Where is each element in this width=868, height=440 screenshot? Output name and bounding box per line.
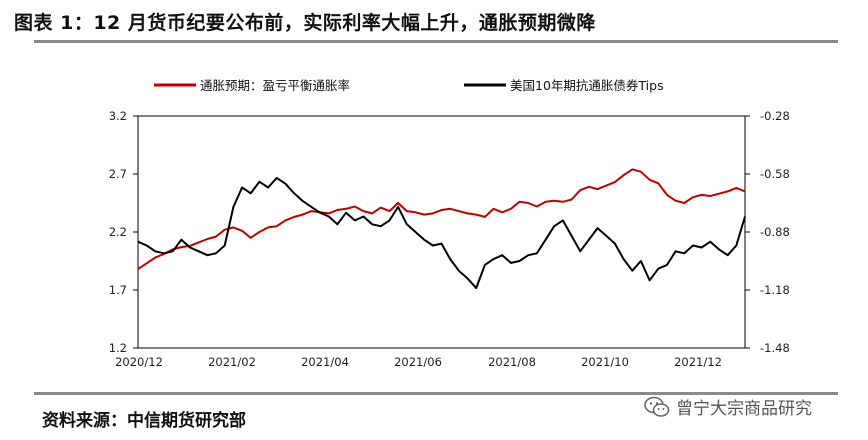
right-tick-label: -0.58 bbox=[760, 167, 790, 181]
bottom-divider bbox=[34, 392, 838, 395]
wechat-icon bbox=[644, 396, 670, 417]
x-tick-label: 2021/04 bbox=[301, 355, 349, 369]
series-line-tips-yield bbox=[137, 176, 746, 290]
left-tick-label: 1.2 bbox=[109, 341, 127, 355]
x-tick-label: 2020/12 bbox=[115, 355, 163, 369]
series-line-breakeven-inflation bbox=[137, 168, 746, 270]
x-tick-label: 2021/10 bbox=[581, 355, 629, 369]
right-tick-label: -0.28 bbox=[760, 109, 790, 123]
left-tick-label: 1.7 bbox=[109, 283, 127, 297]
x-tick-label: 2021/06 bbox=[394, 355, 442, 369]
right-tick-label: -1.18 bbox=[760, 283, 790, 297]
legend-label-tips: 美国10年期抗通胀债券Tips bbox=[510, 78, 664, 93]
x-axis: 2020/12 2021/02 2021/04 2021/06 2021/08 … bbox=[115, 355, 722, 369]
watermark: 曾宁大宗商品研究 bbox=[644, 394, 812, 419]
right-tick-label: -0.88 bbox=[760, 225, 790, 239]
legend: 通胀预期：盈亏平衡通胀率 美国10年期抗通胀债券Tips bbox=[154, 78, 664, 93]
top-divider bbox=[34, 40, 838, 43]
right-tick-label: -1.48 bbox=[760, 341, 790, 355]
chart-area: 通胀预期：盈亏平衡通胀率 美国10年期抗通胀债券Tips 3.2 2.7 2.2… bbox=[109, 78, 790, 369]
left-tick-label: 2.7 bbox=[109, 167, 127, 181]
x-tick-label: 2021/02 bbox=[208, 355, 256, 369]
left-tick-label: 2.2 bbox=[109, 225, 127, 239]
left-tick-label: 3.2 bbox=[109, 109, 127, 123]
watermark-text: 曾宁大宗商品研究 bbox=[676, 399, 812, 419]
left-axis: 3.2 2.7 2.2 1.7 1.2 bbox=[109, 109, 138, 355]
x-tick-label: 2021/08 bbox=[488, 355, 536, 369]
chart-title: 图表 1：12 月货币纪要公布前，实际利率大幅上升，通胀预期微降 bbox=[14, 12, 596, 34]
source-note: 资料来源：中信期货研究部 bbox=[42, 411, 246, 431]
plot-frame bbox=[137, 115, 746, 349]
legend-label-breakeven: 通胀预期：盈亏平衡通胀率 bbox=[200, 78, 350, 93]
x-tick-label: 2021/12 bbox=[674, 355, 722, 369]
right-axis: -0.28 -0.58 -0.88 -1.18 -1.48 bbox=[745, 109, 790, 355]
